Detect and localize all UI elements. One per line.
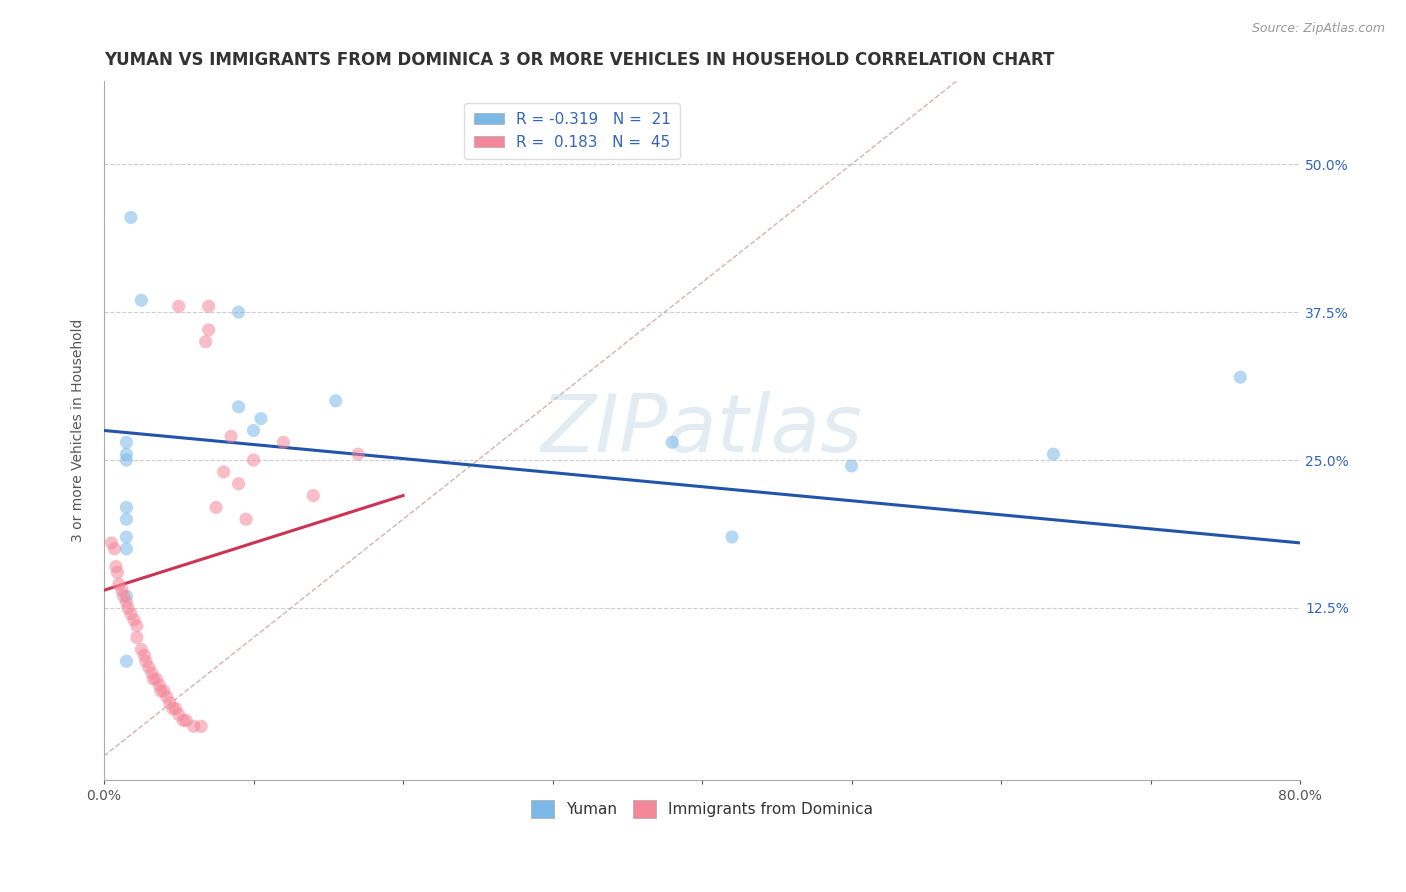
Point: [115, 500, 138, 515]
Point: [107, 566, 129, 580]
Point: [212, 465, 235, 479]
Point: [235, 512, 257, 526]
Point: [1042, 447, 1064, 461]
Point: [131, 293, 153, 308]
Point: [120, 211, 142, 225]
Text: ZIPatlas: ZIPatlas: [541, 392, 863, 469]
Point: [250, 411, 273, 425]
Point: [347, 447, 370, 461]
Point: [159, 696, 181, 710]
Point: [115, 447, 138, 461]
Text: Source: ZipAtlas.com: Source: ZipAtlas.com: [1251, 22, 1385, 36]
Legend: Yuman, Immigrants from Dominica: Yuman, Immigrants from Dominica: [526, 794, 879, 824]
Point: [115, 530, 138, 544]
Point: [134, 648, 156, 663]
Point: [148, 678, 170, 692]
Point: [142, 672, 165, 686]
Point: [156, 690, 179, 704]
Point: [228, 305, 250, 319]
Point: [115, 654, 138, 668]
Point: [302, 489, 325, 503]
Text: YUMAN VS IMMIGRANTS FROM DOMINICA 3 OR MORE VEHICLES IN HOUSEHOLD CORRELATION CH: YUMAN VS IMMIGRANTS FROM DOMINICA 3 OR M…: [104, 51, 1054, 69]
Point: [104, 559, 127, 574]
Point: [194, 334, 217, 349]
Point: [841, 458, 863, 473]
Point: [1229, 370, 1251, 384]
Point: [115, 589, 138, 603]
Point: [108, 577, 131, 591]
Point: [122, 613, 145, 627]
Point: [100, 536, 122, 550]
Point: [197, 299, 219, 313]
Point: [721, 530, 744, 544]
Point: [115, 435, 138, 450]
Point: [219, 429, 242, 443]
Point: [135, 654, 157, 668]
Point: [125, 631, 148, 645]
Point: [115, 453, 138, 467]
Point: [661, 435, 683, 450]
Point: [115, 595, 138, 609]
Point: [152, 683, 174, 698]
Point: [183, 719, 205, 733]
Point: [115, 541, 138, 556]
Point: [103, 541, 125, 556]
Point: [145, 672, 167, 686]
Point: [228, 476, 250, 491]
Point: [167, 299, 190, 313]
Point: [167, 707, 190, 722]
Point: [172, 714, 194, 728]
Point: [242, 453, 264, 467]
Point: [149, 683, 172, 698]
Point: [112, 589, 135, 603]
Point: [162, 701, 184, 715]
Point: [125, 619, 148, 633]
Point: [165, 701, 187, 715]
Point: [111, 583, 134, 598]
Point: [117, 601, 139, 615]
Point: [197, 323, 219, 337]
Point: [205, 500, 228, 515]
Y-axis label: 3 or more Vehicles in Household: 3 or more Vehicles in Household: [72, 318, 86, 542]
Point: [228, 400, 250, 414]
Point: [115, 512, 138, 526]
Point: [174, 714, 197, 728]
Point: [138, 660, 160, 674]
Point: [242, 424, 264, 438]
Point: [120, 607, 142, 621]
Point: [273, 435, 295, 450]
Point: [325, 393, 347, 408]
Point: [141, 666, 163, 681]
Point: [131, 642, 153, 657]
Point: [190, 719, 212, 733]
